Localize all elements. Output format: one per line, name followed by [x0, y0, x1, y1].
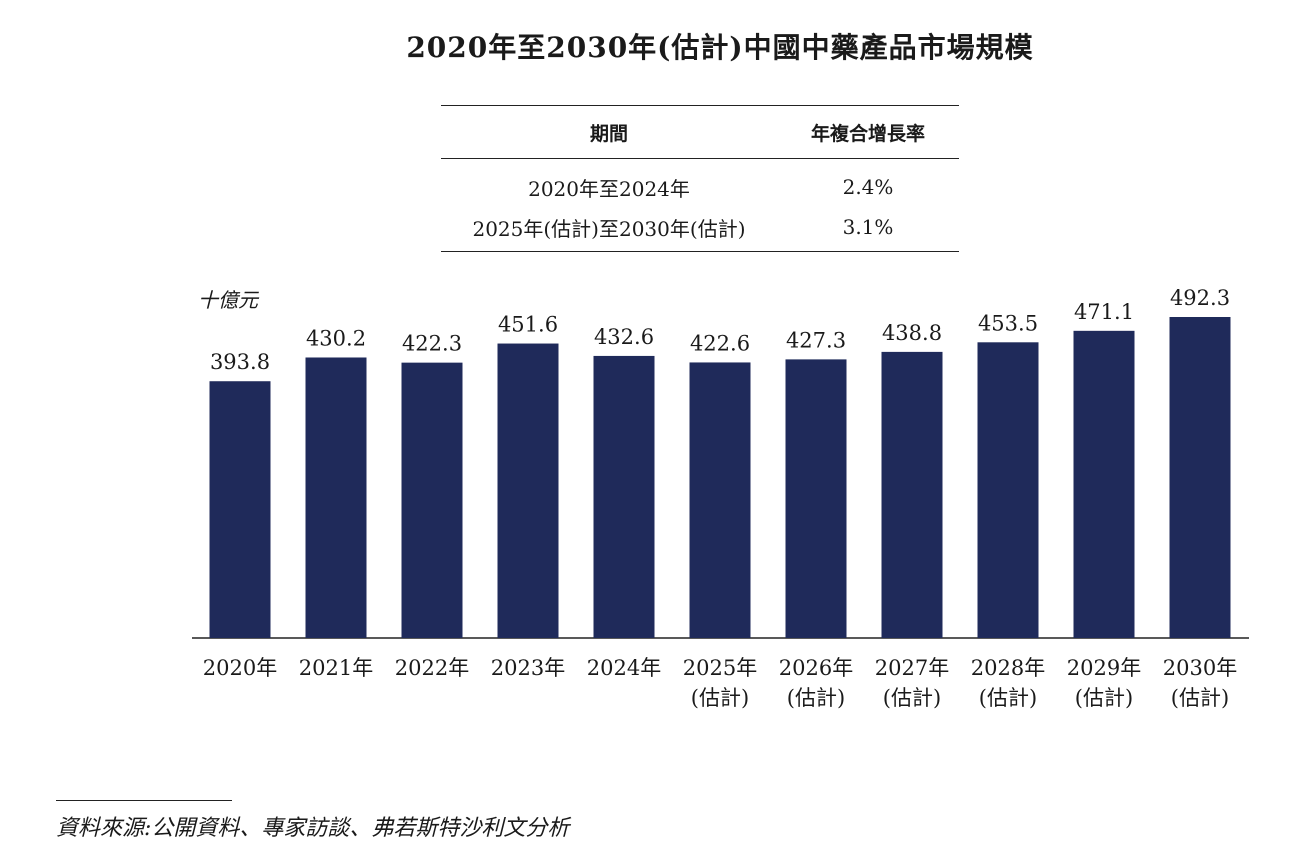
- x-tick-label: (估計): [883, 686, 941, 710]
- source-note: 資料來源:公開資料、專家訪談、弗若斯特沙利文分析: [56, 816, 570, 841]
- data-label: 427.3: [786, 328, 846, 352]
- bar: [497, 343, 559, 638]
- period-header: 期間: [589, 122, 628, 145]
- period-cell: 2020年至2024年: [528, 176, 690, 201]
- cagr-table: 期間 年複合增長率 2020年至2024年 2.4% 2025年(估計)至203…: [441, 105, 959, 252]
- data-label: 471.1: [1074, 300, 1134, 324]
- cagr-cell: 2.4%: [842, 175, 894, 199]
- x-tick-label: 2023年: [491, 656, 565, 680]
- x-tick-label: 2027年: [875, 656, 949, 680]
- x-tick-label: (估計): [979, 686, 1037, 710]
- x-tick-label: 2029年: [1067, 656, 1141, 680]
- cagr-table-row: 2025年(估計)至2030年(估計) 3.1%: [441, 207, 959, 247]
- data-label: 432.6: [594, 325, 654, 349]
- bar: [1073, 330, 1135, 638]
- x-tick-label: 2028年: [971, 656, 1045, 680]
- cagr-table-header: 期間 年複合增長率: [441, 106, 959, 159]
- period-cell: 2025年(估計)至2030年(估計): [472, 216, 746, 241]
- bar: [305, 357, 367, 638]
- bar: [401, 362, 463, 638]
- x-tick-label: 2021年: [299, 656, 373, 680]
- bar: [785, 359, 847, 638]
- x-tick-label: 2025年: [683, 656, 757, 680]
- x-tick-label: (估計): [691, 686, 749, 710]
- cagr-header: 年複合增長率: [810, 122, 925, 145]
- source-divider: [56, 800, 232, 801]
- data-label: 492.3: [1170, 286, 1230, 310]
- x-tick-label: 2024年: [587, 656, 661, 680]
- bar: [977, 342, 1039, 638]
- x-tick-label: (估計): [1171, 686, 1229, 710]
- x-tick-label: (估計): [1075, 686, 1133, 710]
- data-label: 430.2: [306, 326, 366, 350]
- x-tick-label: 2030年: [1163, 656, 1237, 680]
- bar: [881, 351, 943, 638]
- unit-label: 十億元: [198, 288, 258, 312]
- data-label: 393.8: [210, 350, 270, 374]
- x-tick-label: 2020年: [203, 656, 277, 680]
- bar: [689, 362, 751, 638]
- bar: [1169, 317, 1231, 638]
- data-label: 453.5: [978, 311, 1038, 335]
- cagr-table-row: 2020年至2024年 2.4%: [441, 167, 959, 207]
- data-label: 451.6: [498, 313, 558, 337]
- cagr-cell: 3.1%: [842, 215, 894, 239]
- data-label: 438.8: [882, 321, 942, 345]
- chart-title: 2020年至2030年(估計)中國中藥產品市場規模: [406, 31, 1034, 64]
- bar: [593, 355, 655, 638]
- x-tick-label: 2026年: [779, 656, 853, 680]
- x-tick-label: 2022年: [395, 656, 469, 680]
- bar: [209, 381, 271, 638]
- data-label: 422.3: [402, 332, 462, 356]
- data-label: 422.6: [690, 331, 750, 355]
- x-tick-label: (估計): [787, 686, 845, 710]
